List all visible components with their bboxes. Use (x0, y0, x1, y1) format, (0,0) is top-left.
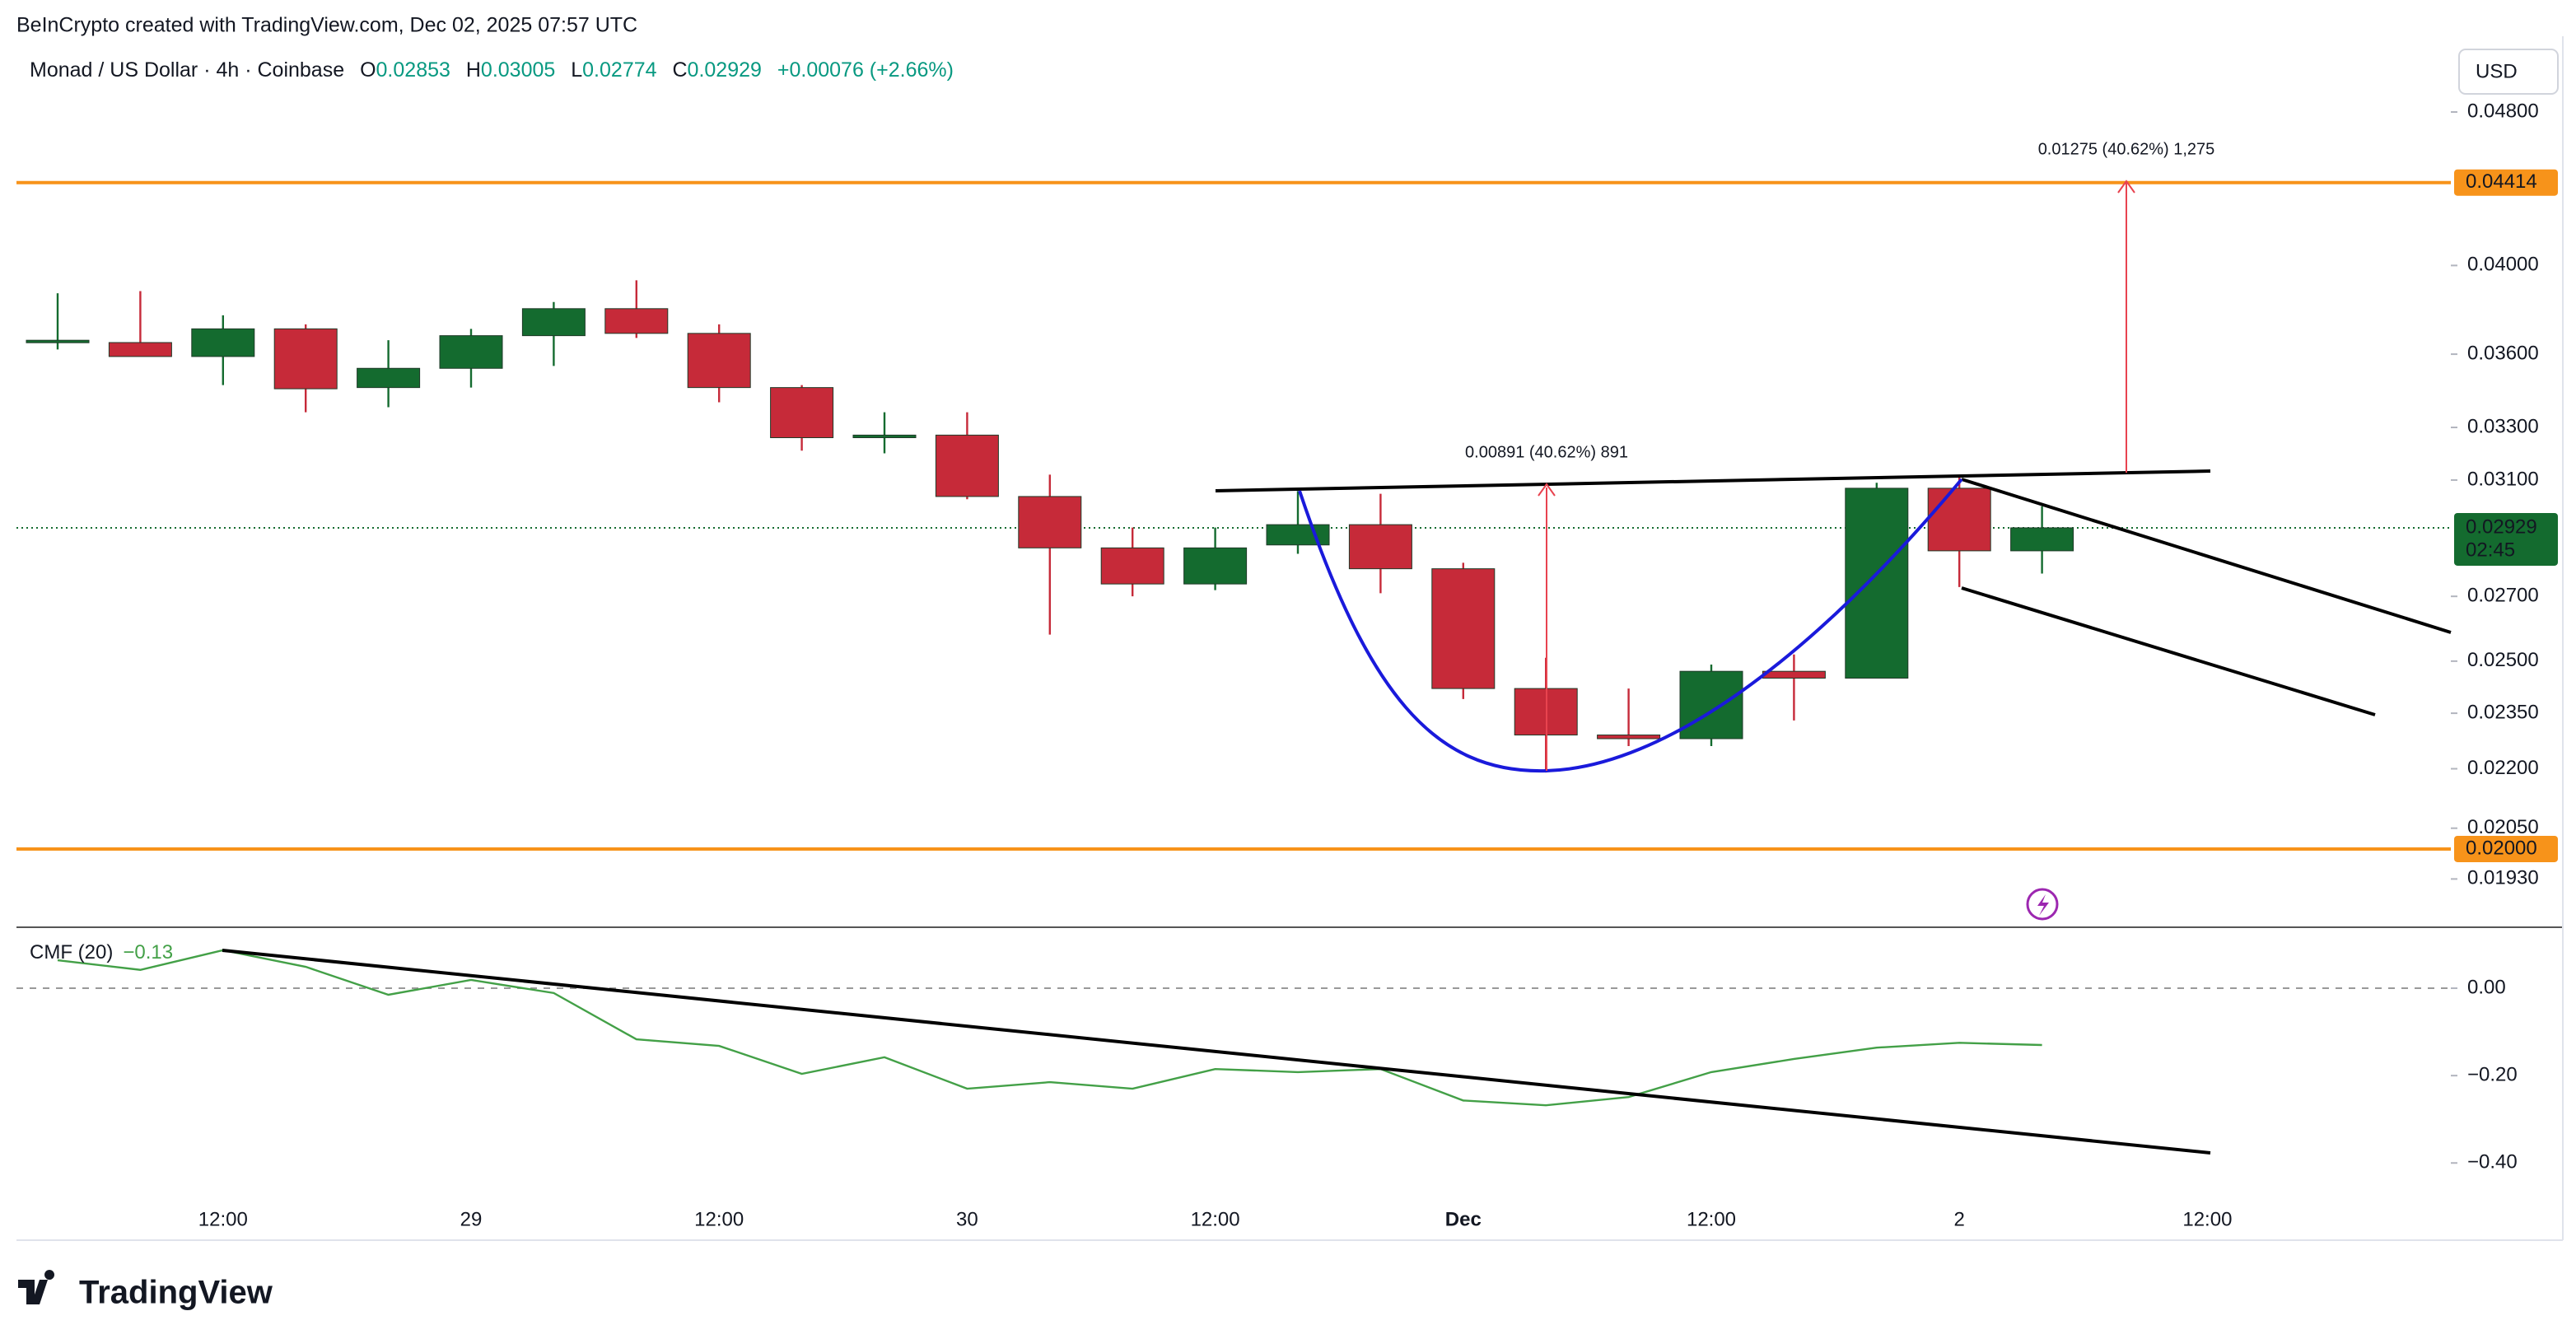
legend-key: O (360, 58, 376, 82)
cmf-trendline (222, 949, 2211, 1155)
cup-curve (1298, 478, 1963, 773)
change: +0.00076 (+2.66%) (777, 58, 954, 82)
y-tick-label: −0.40 (2467, 1151, 2518, 1173)
flag-upper (1961, 478, 2452, 634)
price-pane: 0.04800 0.04000 0.03600 0.03300 0.03100 0.027… (16, 100, 2558, 1230)
candle-body (273, 328, 338, 390)
candle-body (1100, 547, 1164, 585)
cmf-line (57, 949, 2042, 1107)
x-tick-label: 30 (956, 1208, 978, 1230)
symbol-legend: Monad / US Dollar · 4h · Coinbase O0.028… (30, 58, 954, 82)
arrow-head (2117, 180, 2135, 194)
annotation: 0.00891 (40.62%) 891 (1465, 443, 1628, 461)
indicator-value: −0.13 (123, 941, 173, 963)
candle-body (604, 308, 669, 334)
candle-body (191, 328, 255, 357)
y-tick-label: 0.00 (2467, 976, 2506, 998)
candle-body (770, 387, 834, 438)
flag-lower (1961, 586, 2376, 716)
y-tick-label: 0.04000 (2467, 254, 2539, 276)
last-price-box (2454, 512, 2558, 566)
candle-body (852, 434, 917, 438)
last-price-label: 0.02929 (2466, 516, 2537, 538)
x-tick-label: Dec (1445, 1208, 1482, 1230)
price-label-box (2454, 835, 2558, 862)
price-label: 0.02000 (2466, 837, 2537, 859)
candle-body (1348, 524, 1412, 570)
credit: BeInCrypto created with TradingView.com,… (16, 14, 637, 37)
candle-body (108, 342, 172, 357)
symbol: Monad / US Dollar · 4h · Coinbase (30, 58, 344, 82)
price-label: 0.04414 (2466, 170, 2537, 193)
brand: TradingView (79, 1275, 273, 1311)
candle-body (26, 339, 90, 343)
candle-body (1018, 496, 1082, 548)
candle-body (521, 308, 586, 337)
y-tick-label: 0.01930 (2467, 867, 2539, 889)
candle-body (1183, 547, 1248, 585)
x-tick-label: 2 (1954, 1208, 1965, 1230)
y-tick-label: 0.03600 (2467, 342, 2539, 364)
x-tick-label: 12:00 (2182, 1208, 2232, 1230)
x-tick-label: 12:00 (198, 1208, 248, 1230)
candle-body (1927, 488, 1991, 552)
candle-body (2010, 527, 2074, 552)
logo-mark (18, 1269, 55, 1304)
candle-body (1597, 735, 1661, 739)
currency-box[interactable] (2458, 49, 2559, 95)
legend-value: 0.03005 (481, 58, 555, 82)
legend-value: 0.02774 (582, 58, 656, 82)
drawings: 0.00891 (40.62%) 891 0.01275 (40.62%) 1,… (222, 140, 2452, 1155)
y-tick-label: 0.02500 (2467, 649, 2539, 671)
candle-body (935, 434, 999, 497)
y-tick-label: 0.02200 (2467, 757, 2539, 779)
candle-body (1762, 670, 1826, 679)
y-tick-label: 0.03300 (2467, 415, 2539, 437)
legend-key: H (466, 58, 481, 82)
candle-body (687, 333, 751, 389)
y-tick-label: −0.20 (2467, 1063, 2518, 1085)
candle-body (1845, 488, 1909, 679)
x-tick-label: 29 (460, 1208, 483, 1230)
x-tick-label: 12:00 (694, 1208, 744, 1230)
y-tick-label: 0.02350 (2467, 701, 2539, 723)
candle-body (1266, 524, 1330, 546)
legend-value: 0.02853 (376, 58, 450, 82)
event-bolt (2037, 894, 2049, 916)
candle-body (1679, 670, 1743, 739)
x-tick-label: 12:00 (1687, 1208, 1736, 1230)
legend-key: L (571, 58, 582, 82)
annotation: 0.01275 (40.62%) 1,275 (2038, 140, 2215, 158)
legend-key: C (672, 58, 687, 82)
y-tick-label: 0.04800 (2467, 100, 2539, 122)
indicator-legend: CMF (20) −0.13 (30, 941, 173, 963)
candle-body (439, 335, 503, 369)
x-tick-label: 12:00 (1191, 1208, 1240, 1230)
currency[interactable]: USD (2476, 60, 2518, 82)
y-tick-label: 0.03100 (2467, 468, 2539, 490)
indicator-title: CMF (20) (30, 941, 113, 963)
y-tick-label: 0.02050 (2467, 816, 2539, 838)
arrow-head (1538, 483, 1556, 497)
legend-value: 0.02929 (688, 58, 762, 82)
price-label-box (2454, 169, 2558, 196)
y-tick-label: 0.02700 (2467, 585, 2539, 607)
neckline (1215, 469, 2211, 492)
countdown: 02:45 (2466, 539, 2515, 561)
candle-body (1431, 568, 1496, 689)
candle-body (357, 367, 421, 389)
logo: TradingView (18, 1269, 273, 1311)
